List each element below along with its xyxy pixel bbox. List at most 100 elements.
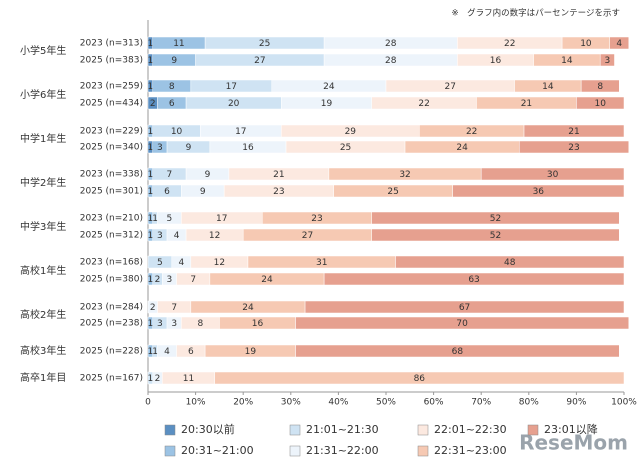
value-label: 48: [504, 258, 516, 268]
value-label: 1: [148, 347, 154, 357]
group-label: 高卒1年目: [20, 371, 66, 384]
value-label: 28: [385, 56, 397, 66]
legend-label: 23:01以降: [544, 422, 598, 436]
row-label: 2023 (n=313): [80, 39, 143, 49]
group-label: 中学1年生: [20, 132, 66, 145]
row-label: 2023 (n=229): [80, 127, 143, 137]
group-label: 中学3年生: [20, 220, 66, 233]
value-label: 9: [186, 143, 192, 153]
bar-segment: [371, 211, 620, 225]
legend-swatch: [289, 424, 301, 436]
value-label: 14: [542, 82, 554, 92]
bar-segment: [480, 167, 625, 181]
value-label: 2: [155, 374, 161, 384]
bar-segment: [323, 272, 625, 286]
value-label: 10: [580, 39, 592, 49]
value-label: 16: [490, 56, 502, 66]
value-label: 3: [604, 56, 610, 66]
bar-segment: [576, 96, 625, 110]
value-label: 10: [594, 99, 606, 109]
value-label: 24: [323, 82, 335, 92]
x-tick-label: 80%: [519, 398, 539, 408]
value-label: 1: [148, 170, 154, 180]
value-label: 16: [242, 143, 254, 153]
legend-swatch: [527, 424, 539, 436]
bar-segment: [214, 371, 625, 385]
value-label: 21: [568, 127, 579, 137]
value-label: 1: [152, 214, 158, 224]
bar-segment: [371, 228, 620, 242]
value-label: 6: [164, 187, 170, 197]
value-label: 22: [418, 99, 429, 109]
value-label: 21: [521, 99, 532, 109]
bar-segment: [523, 124, 625, 138]
group-label: 中学2年生: [20, 176, 66, 189]
legend-swatch: [164, 424, 176, 436]
row-label: 2023 (n=284): [80, 303, 143, 313]
legend-label: 20:30以前: [181, 422, 235, 436]
group-label: 高校2年生: [20, 308, 66, 321]
value-label: 63: [468, 275, 479, 285]
legend-label: 21:01~21:30: [306, 423, 379, 436]
value-label: 3: [167, 275, 173, 285]
row-label: 2025 (n=228): [80, 347, 143, 357]
value-label: 9: [205, 170, 211, 180]
row-label: 2025 (n=167): [80, 374, 143, 384]
value-label: 1: [148, 82, 154, 92]
value-label: 11: [183, 374, 194, 384]
bar-segment: [395, 255, 625, 269]
legend-label: 21:31~22:00: [306, 444, 379, 457]
value-label: 25: [387, 187, 398, 197]
value-label: 1: [148, 374, 154, 384]
value-label: 17: [216, 214, 227, 224]
legend-label: 20:31~21:00: [181, 444, 254, 457]
value-label: 1: [148, 143, 154, 153]
value-label: 67: [459, 303, 470, 313]
value-label: 3: [157, 231, 163, 241]
value-label: 14: [561, 56, 573, 66]
value-label: 24: [261, 275, 273, 285]
value-label: 10: [171, 127, 183, 137]
value-label: 3: [171, 319, 177, 329]
value-label: 16: [252, 319, 264, 329]
value-label: 17: [226, 82, 237, 92]
row-label: 2025 (n=380): [80, 275, 143, 285]
row-label: 2025 (n=434): [80, 99, 143, 109]
value-label: 9: [200, 187, 206, 197]
row-label: 2025 (n=301): [80, 187, 143, 197]
value-label: 12: [214, 258, 225, 268]
value-label: 27: [302, 231, 313, 241]
value-label: 17: [235, 127, 246, 137]
bar-segment: [609, 36, 630, 50]
row-label: 2025 (n=312): [80, 231, 143, 241]
value-label: 30: [547, 170, 559, 180]
value-label: 31: [316, 258, 327, 268]
value-label: 22: [504, 39, 515, 49]
value-label: 52: [490, 231, 501, 241]
value-label: 68: [452, 347, 464, 357]
row-label: 2023 (n=168): [80, 258, 143, 268]
bar-segment: [304, 300, 625, 314]
value-label: 32: [399, 170, 410, 180]
value-label: 52: [490, 214, 501, 224]
value-label: 8: [597, 82, 603, 92]
value-label: 3: [157, 143, 163, 153]
value-label: 5: [167, 214, 173, 224]
value-label: 4: [178, 258, 184, 268]
value-label: 19: [245, 347, 257, 357]
group-label: 高校3年生: [20, 344, 66, 357]
value-label: 5: [157, 258, 163, 268]
group-label: 小学5年生: [20, 44, 66, 57]
value-label: 22: [466, 127, 477, 137]
value-label: 1: [148, 187, 154, 197]
group-label: 高校1年生: [20, 264, 66, 277]
legend-swatch: [417, 424, 429, 436]
bar-segment: [295, 344, 620, 358]
value-label: 12: [209, 231, 220, 241]
value-label: 6: [169, 99, 175, 109]
value-label: 6: [188, 347, 194, 357]
value-label: 2: [150, 99, 156, 109]
value-label: 27: [254, 56, 265, 66]
value-label: 20: [228, 99, 240, 109]
value-label: 23: [273, 187, 284, 197]
